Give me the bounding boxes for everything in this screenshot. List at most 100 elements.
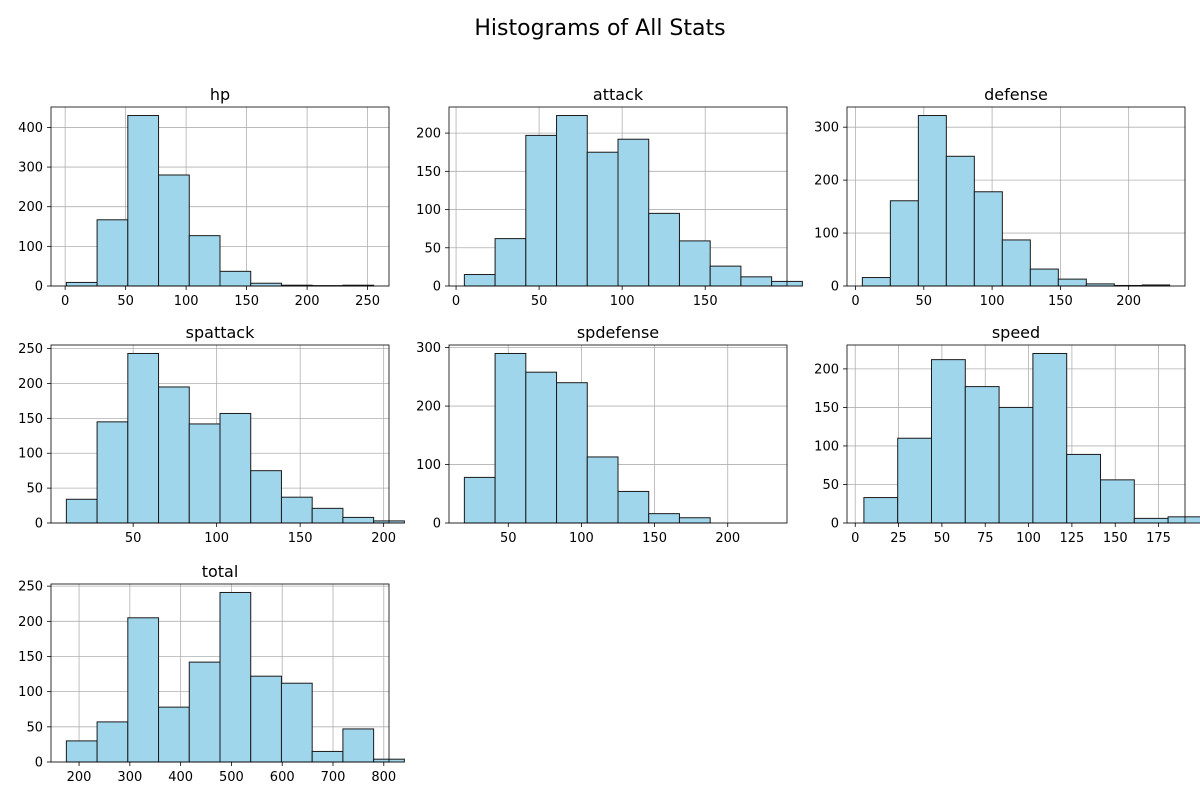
y-tick-label: 200 xyxy=(18,200,43,215)
x-tick-label: 175 xyxy=(1146,531,1171,546)
histogram-bar xyxy=(1001,239,1031,287)
x-tick-label: 0 xyxy=(452,294,460,309)
histogram-bar xyxy=(65,498,98,524)
y-tick-label: 150 xyxy=(18,650,43,665)
axes-frame xyxy=(846,344,1186,524)
x-tick-label: 100 xyxy=(610,294,635,309)
histogram-bar xyxy=(463,274,496,287)
histogram-bar xyxy=(889,200,919,287)
y-tick-label: 100 xyxy=(18,447,43,462)
x-tick-label: 150 xyxy=(288,531,313,546)
x-tick-label: 100 xyxy=(1016,531,1041,546)
histogram-bar xyxy=(709,265,742,287)
y-tick-label: 200 xyxy=(814,174,839,189)
histogram-bar xyxy=(127,352,160,524)
figure-title: Histograms of All Stats xyxy=(474,16,725,41)
x-tick-label: 700 xyxy=(321,770,346,785)
histogram-bar xyxy=(96,721,129,763)
subplot-title: attack xyxy=(593,85,644,104)
histogram-bar xyxy=(931,359,966,524)
y-tick-label: 150 xyxy=(814,401,839,416)
x-tick-label: 200 xyxy=(715,531,740,546)
histogram-bar xyxy=(65,740,98,763)
x-tick-label: 150 xyxy=(1048,294,1073,309)
y-tick-label: 0 xyxy=(433,280,441,295)
x-tick-label: 150 xyxy=(1103,531,1128,546)
histogram-bar xyxy=(158,706,190,763)
histogram-bar xyxy=(158,386,190,524)
histogram-bar xyxy=(556,115,588,287)
histogram-bar xyxy=(586,151,619,287)
histogram-bar xyxy=(96,421,129,524)
histogram-bar xyxy=(1057,278,1087,287)
x-tick-label: 300 xyxy=(117,770,142,785)
x-tick-label: 50 xyxy=(125,531,142,546)
histogram-bar xyxy=(617,138,650,287)
histogram-bar xyxy=(998,406,1034,524)
axes-frame xyxy=(448,106,788,287)
histogram-bar xyxy=(219,270,252,287)
histogram-bar xyxy=(280,682,313,763)
y-tick-label: 0 xyxy=(433,517,441,532)
histogram-bar xyxy=(1100,479,1135,524)
y-tick-label: 100 xyxy=(416,458,441,473)
y-tick-label: 200 xyxy=(814,362,839,377)
y-tick-label: 100 xyxy=(18,685,43,700)
subplot-defense: 0 50 100 150 200 0 100 200 300 defense xyxy=(814,85,1186,309)
y-tick-label: 300 xyxy=(814,121,839,136)
x-tick-label: 600 xyxy=(270,770,295,785)
histogram-bar xyxy=(1029,268,1059,287)
y-tick-label: 200 xyxy=(416,400,441,415)
x-tick-label: 250 xyxy=(355,294,380,309)
subplot-spdefense: 50 100 150 200 0 100 200 300 spdefense xyxy=(416,323,788,546)
subplot-title: speed xyxy=(992,323,1040,342)
y-tick-label: 100 xyxy=(814,439,839,454)
x-tick-label: 50 xyxy=(531,294,548,309)
y-tick-label: 200 xyxy=(18,377,43,392)
histogram-bar xyxy=(525,134,558,287)
x-tick-label: 0 xyxy=(851,294,859,309)
x-tick-label: 100 xyxy=(569,531,594,546)
x-tick-label: 100 xyxy=(204,531,229,546)
histogram-bar xyxy=(96,219,129,287)
y-tick-label: 400 xyxy=(18,121,43,136)
histogram-bar xyxy=(740,276,773,287)
histogram-bar xyxy=(1133,517,1169,524)
axes-frame xyxy=(50,344,390,524)
histogram-bar xyxy=(917,115,947,287)
y-tick-label: 100 xyxy=(814,227,839,242)
axes-frame xyxy=(448,344,788,524)
y-tick-label: 100 xyxy=(18,240,43,255)
subplot-total: 200 300 400 500 600 700 800 0 50 100 150 200 250 tota… xyxy=(18,562,405,785)
subplot-attack: 0 50 100 150 0 50 100 150 200 attack xyxy=(416,85,803,309)
y-tick-label: 100 xyxy=(416,203,441,218)
y-tick-label: 0 xyxy=(35,756,43,771)
histogram-bar xyxy=(188,661,221,763)
x-tick-label: 50 xyxy=(500,531,517,546)
histogram-bar xyxy=(945,155,975,287)
x-tick-label: 150 xyxy=(693,294,718,309)
histogram-bar xyxy=(219,591,252,763)
histogram-bar xyxy=(648,513,680,524)
histogram-bar xyxy=(678,517,711,524)
x-tick-label: 200 xyxy=(67,770,92,785)
x-tick-label: 500 xyxy=(219,770,244,785)
histogram-bar xyxy=(342,728,375,763)
histogram-bar xyxy=(250,470,282,524)
y-tick-label: 300 xyxy=(18,161,43,176)
histogram-bar xyxy=(219,412,252,524)
x-tick-label: 150 xyxy=(642,531,667,546)
histogram-bar xyxy=(1167,516,1200,524)
histogram-bar xyxy=(311,750,344,763)
histogram-bar xyxy=(1066,453,1101,524)
subplot-title: defense xyxy=(984,85,1048,104)
x-tick-label: 50 xyxy=(934,531,951,546)
y-tick-label: 0 xyxy=(831,517,839,532)
histogram-bar xyxy=(311,507,344,524)
subplot-title: spattack xyxy=(186,323,255,342)
axes-frame xyxy=(846,106,1186,287)
axes-frame xyxy=(50,583,390,763)
y-tick-label: 50 xyxy=(424,241,441,256)
x-tick-label: 200 xyxy=(371,531,396,546)
